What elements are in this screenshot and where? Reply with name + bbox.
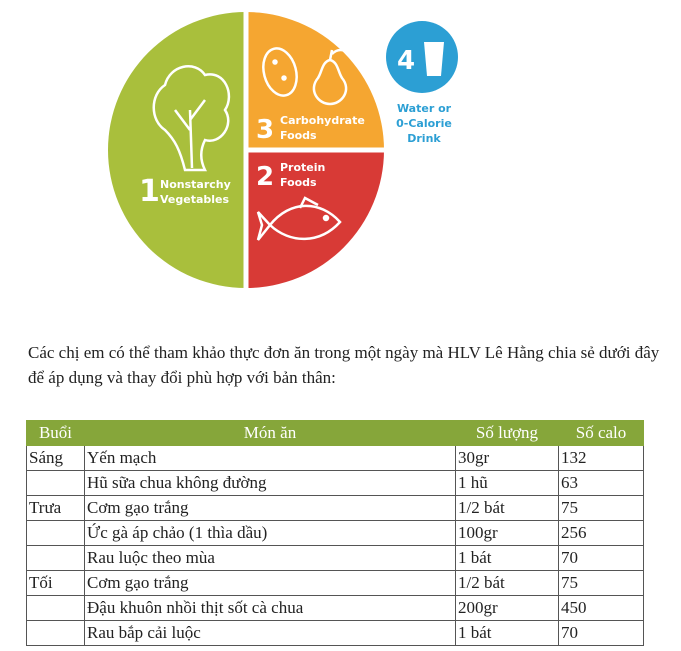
amount-cell: 200gr <box>455 595 559 621</box>
dish-cell: Hũ sữa chua không đường <box>84 470 456 496</box>
section-label: Foods <box>280 176 317 189</box>
meal-cell <box>26 470 85 496</box>
table-row: Hũ sữa chua không đường 1 hũ 63 <box>26 470 644 496</box>
calories-cell: 75 <box>558 495 644 521</box>
calories-cell: 132 <box>558 445 644 471</box>
table-row: Rau bắp cải luộc 1 bát 70 <box>26 620 644 646</box>
protein-section <box>246 150 384 288</box>
amount-cell: 1/2 bát <box>455 570 559 596</box>
amount-cell: 100gr <box>455 520 559 546</box>
section-number: 2 <box>256 162 274 192</box>
fish-icon <box>256 196 342 241</box>
section-number: 3 <box>256 115 274 145</box>
dish-cell: Rau luộc theo mùa <box>84 545 456 571</box>
header-cell: Buổi <box>26 420 85 446</box>
table-row: Trưa Cơm gạo trắng 1/2 bát 75 <box>26 495 644 521</box>
amount-cell: 1 hũ <box>455 470 559 496</box>
amount-cell: 30gr <box>455 445 559 471</box>
dish-cell: Cơm gạo trắng <box>84 495 456 521</box>
vegetables-section <box>108 12 246 288</box>
dish-cell: Ức gà áp chảo (1 thìa dầu) <box>84 520 456 546</box>
section-label: Protein <box>280 161 325 174</box>
meal-cell <box>26 545 85 571</box>
calories-cell: 75 <box>558 570 644 596</box>
calories-cell: 70 <box>558 545 644 571</box>
potato-icon <box>262 47 298 97</box>
section-label: Foods <box>280 129 317 142</box>
meal-cell: Tối <box>26 570 85 596</box>
amount-cell: 1/2 bát <box>455 495 559 521</box>
calories-cell: 256 <box>558 520 644 546</box>
header-cell: Số lượng <box>455 420 559 446</box>
section-number: 1 <box>139 174 160 209</box>
table-row: Tối Cơm gạo trắng 1/2 bát 75 <box>26 570 644 596</box>
section-label: Drink <box>407 132 441 145</box>
plate-diagram: 1 Nonstarchy Vegetables 3 Carbohydrate F… <box>108 10 458 290</box>
section-label: Vegetables <box>160 193 229 206</box>
dish-cell: Rau bắp cải luộc <box>84 620 456 646</box>
table-row: Ức gà áp chảo (1 thìa dầu) 100gr 256 <box>26 520 644 546</box>
calories-cell: 70 <box>558 620 644 646</box>
amount-cell: 1 bát <box>455 545 559 571</box>
meal-cell: Trưa <box>26 495 85 521</box>
meal-cell: Sáng <box>26 445 85 471</box>
table-row: Sáng Yến mạch 30gr 132 <box>26 445 644 471</box>
header-cell: Món ăn <box>84 420 456 446</box>
meal-cell <box>26 595 85 621</box>
amount-cell: 1 bát <box>455 620 559 646</box>
section-number: 4 <box>397 46 415 76</box>
lettuce-icon <box>152 65 231 172</box>
table-row: Rau luộc theo mùa 1 bát 70 <box>26 545 644 571</box>
glass-icon <box>424 42 444 76</box>
calories-cell: 63 <box>558 470 644 496</box>
meal-cell <box>26 520 85 546</box>
section-label: 0-Calorie <box>396 117 452 130</box>
section-label: Carbohydrate <box>280 114 365 127</box>
header-row: Buổi Món ăn Số lượng Số calo <box>26 420 644 446</box>
dish-cell: Yến mạch <box>84 445 456 471</box>
meal-cell <box>26 620 85 646</box>
dish-cell: Đậu khuôn nhồi thịt sốt cà chua <box>84 595 456 621</box>
pear-icon <box>312 48 348 106</box>
section-label: Water or <box>397 102 452 115</box>
calories-cell: 450 <box>558 595 644 621</box>
dish-cell: Cơm gạo trắng <box>84 570 456 596</box>
section-label: Nonstarchy <box>160 178 231 191</box>
intro-text: Các chị em có thể tham khảo thực đơn ăn … <box>28 343 660 387</box>
menu-table: Buổi Món ăn Số lượng Số calo Sáng Yến mạch 30… <box>26 420 644 646</box>
table-row: Đậu khuôn nhồi thịt sốt cà chua 200gr 450 <box>26 595 644 621</box>
header-cell: Số calo <box>558 420 644 446</box>
